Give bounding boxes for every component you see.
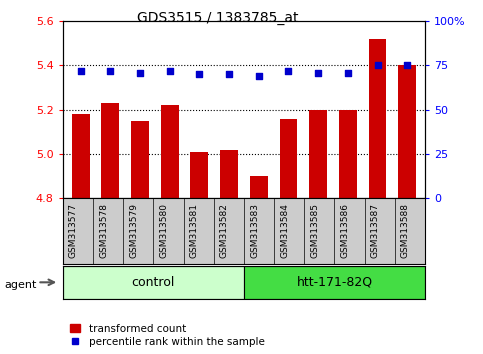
Text: GSM313578: GSM313578 xyxy=(99,204,108,258)
Text: GSM313586: GSM313586 xyxy=(341,204,350,258)
Bar xyxy=(339,110,357,198)
Text: GSM313585: GSM313585 xyxy=(311,204,319,258)
Text: GSM313582: GSM313582 xyxy=(220,204,229,258)
Point xyxy=(136,70,144,75)
Bar xyxy=(398,65,416,198)
Text: GSM313579: GSM313579 xyxy=(129,204,138,258)
Text: GSM313587: GSM313587 xyxy=(371,204,380,258)
Text: GDS3515 / 1383785_at: GDS3515 / 1383785_at xyxy=(137,11,298,25)
Bar xyxy=(63,266,244,299)
Bar xyxy=(280,119,298,198)
Point xyxy=(284,68,292,74)
Bar xyxy=(161,105,179,198)
Bar xyxy=(190,152,208,198)
Point xyxy=(344,70,352,75)
Text: GSM313577: GSM313577 xyxy=(69,204,78,258)
Bar xyxy=(220,150,238,198)
Bar xyxy=(244,266,425,299)
Legend: transformed count, percentile rank within the sample: transformed count, percentile rank withi… xyxy=(68,321,267,349)
Point xyxy=(314,70,322,75)
Bar xyxy=(71,114,89,198)
Text: htt-171-82Q: htt-171-82Q xyxy=(297,276,372,289)
Text: GSM313580: GSM313580 xyxy=(159,204,169,258)
Text: control: control xyxy=(132,276,175,289)
Text: agent: agent xyxy=(5,280,37,290)
Bar xyxy=(131,121,149,198)
Point xyxy=(196,72,203,77)
Bar xyxy=(101,103,119,198)
Bar xyxy=(309,110,327,198)
Point xyxy=(374,63,382,68)
Bar xyxy=(369,39,386,198)
Text: GSM313583: GSM313583 xyxy=(250,204,259,258)
Text: GSM313584: GSM313584 xyxy=(280,204,289,258)
Bar xyxy=(250,176,268,198)
Point xyxy=(166,68,173,74)
Text: GSM313581: GSM313581 xyxy=(190,204,199,258)
Text: GSM313588: GSM313588 xyxy=(401,204,410,258)
Point xyxy=(106,68,114,74)
Point xyxy=(255,73,263,79)
Point xyxy=(403,63,411,68)
Point xyxy=(77,68,85,74)
Point xyxy=(225,72,233,77)
